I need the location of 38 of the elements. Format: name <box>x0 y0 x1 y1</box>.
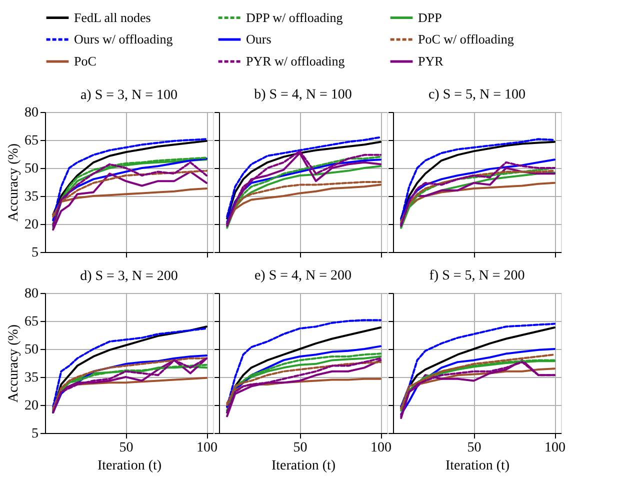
legend-label: FedL all nodes <box>74 10 151 25</box>
y-tick-label: 50 <box>24 342 38 358</box>
legend-label: DPP w/ offloading <box>246 10 344 25</box>
x-tick-label: 50 <box>467 440 482 456</box>
y-tick-label: 50 <box>24 162 38 176</box>
y-tick-label: 80 <box>24 106 38 120</box>
y-tick-label: 35 <box>24 190 38 204</box>
chart-title: b) S = 4, N = 100 <box>254 88 352 102</box>
legend-label: DPP <box>418 10 442 25</box>
chart-title: e) S = 4, N = 200 <box>254 268 352 284</box>
y-tick-label: 65 <box>24 314 38 330</box>
y-tick-label: 65 <box>24 134 38 148</box>
legend-label: Ours w/ offloading <box>74 32 174 46</box>
chart-title: a) S = 3, N = 100 <box>80 88 178 103</box>
x-axis-title: Iteration (t) <box>445 458 510 474</box>
chart-title: c) S = 5, N = 100 <box>428 88 526 102</box>
x-tick-label: 100 <box>544 440 566 456</box>
y-tick-label: 20 <box>24 398 38 414</box>
y-tick-label: 5 <box>32 246 38 260</box>
legend-label: PYR w/ offloading <box>246 54 346 68</box>
x-axis-title: Iteration (t) <box>271 458 336 474</box>
chart-title: f) S = 5, N = 200 <box>429 268 525 284</box>
y-tick-label: 35 <box>24 370 38 386</box>
x-tick-label: 100 <box>196 440 218 456</box>
chart-title: d) S = 3, N = 200 <box>80 269 178 284</box>
y-axis-title: Accuracy (%) <box>6 324 22 403</box>
y-tick-label: 5 <box>32 426 38 442</box>
x-axis-title: Iteration (t) <box>97 458 162 474</box>
x-tick-label: 50 <box>293 440 308 456</box>
legend-label: PoC <box>74 54 96 68</box>
y-axis-title: Accuracy (%) <box>6 143 22 222</box>
legend-label: PYR <box>418 54 444 68</box>
legend-label: PoC w/ offloading <box>418 32 514 46</box>
y-tick-label: 80 <box>24 286 38 302</box>
x-tick-label: 50 <box>119 440 134 456</box>
x-tick-label: 100 <box>370 440 392 456</box>
y-tick-label: 20 <box>24 218 38 232</box>
legend-label: Ours <box>246 32 272 46</box>
